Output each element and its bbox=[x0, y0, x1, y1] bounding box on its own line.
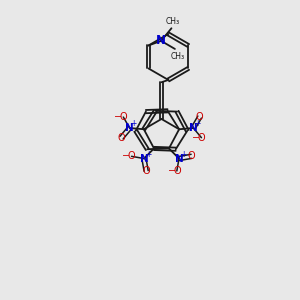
Text: O: O bbox=[118, 133, 125, 143]
Text: O: O bbox=[196, 112, 203, 122]
Text: O: O bbox=[198, 133, 205, 143]
Text: N: N bbox=[175, 154, 183, 164]
Text: N: N bbox=[189, 123, 198, 133]
Text: O: O bbox=[188, 151, 195, 161]
Text: CH₃: CH₃ bbox=[170, 52, 184, 61]
Text: O: O bbox=[128, 151, 135, 161]
Text: N: N bbox=[156, 34, 166, 47]
Text: −: − bbox=[192, 133, 200, 143]
Text: O: O bbox=[173, 166, 181, 176]
Text: O: O bbox=[119, 112, 127, 122]
Text: −: − bbox=[114, 112, 122, 122]
Text: +: + bbox=[180, 150, 186, 159]
Text: +: + bbox=[194, 119, 201, 128]
Text: −: − bbox=[168, 166, 176, 176]
Text: +: + bbox=[130, 119, 137, 128]
Text: N: N bbox=[140, 154, 148, 164]
Text: O: O bbox=[142, 166, 150, 176]
Text: +: + bbox=[145, 150, 151, 159]
Text: −: − bbox=[122, 151, 130, 161]
Text: N: N bbox=[125, 123, 134, 133]
Text: CH₃: CH₃ bbox=[166, 16, 180, 26]
